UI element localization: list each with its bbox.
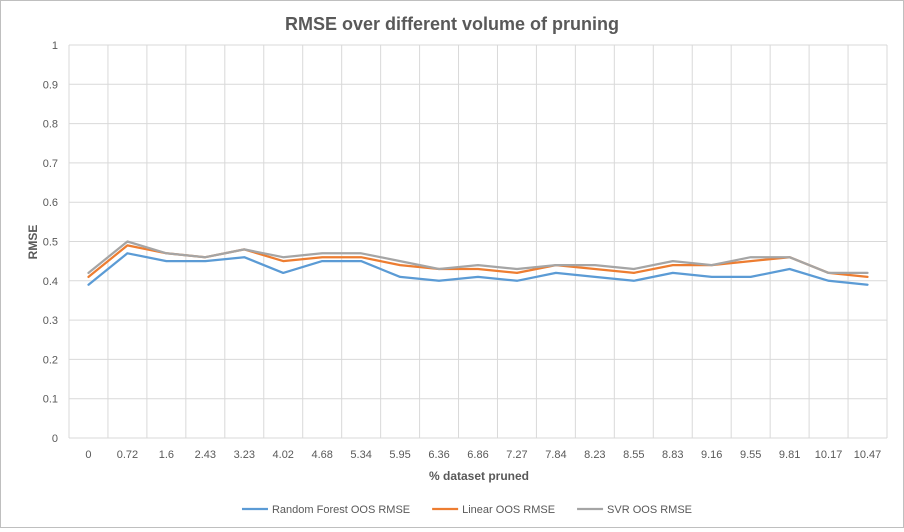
y-tick-label: 0.5 [43, 237, 58, 249]
series-line-1 [87, 252, 869, 286]
legend: Random Forest OOS RMSE Linear OOS RMSE SVR… [241, 504, 692, 516]
y-tick-label: 0.7 [43, 158, 58, 170]
x-tick-label: 6.86 [467, 449, 488, 461]
legend-label-1: Random Forest OOS RMSE [272, 504, 410, 516]
y-tick-label: 1 [52, 40, 58, 52]
y-axis-title: RMSE [26, 225, 40, 260]
x-tick-label: 3.23 [234, 449, 255, 461]
x-tick-label: 7.27 [506, 449, 527, 461]
x-tick-label: 4.02 [273, 449, 294, 461]
chart-title: RMSE over different volume of pruning [285, 14, 619, 34]
legend-label-2: Linear OOS RMSE [462, 504, 555, 516]
x-tick-label: 8.83 [662, 449, 683, 461]
x-tick-label: 1.6 [159, 449, 174, 461]
x-tick-label: 10.17 [815, 449, 843, 461]
x-tick-label: 6.36 [428, 449, 449, 461]
x-tick-label: 2.43 [195, 449, 216, 461]
y-tick-label: 0.2 [43, 354, 58, 366]
y-tick-label: 0.1 [43, 394, 58, 406]
x-tick-label: 7.84 [545, 449, 566, 461]
y-tick-label: 0.3 [43, 315, 58, 327]
series-layer [87, 240, 869, 286]
x-tick-label: 9.16 [701, 449, 722, 461]
x-tick-label: 8.55 [623, 449, 644, 461]
y-tick-label: 0.9 [43, 79, 58, 91]
axis-layer: 0 0.1 0.2 0.3 0.4 0.5 0.6 0.7 0.8 0.9 1 0 0.72 1.6 2.4… [43, 40, 887, 461]
y-tick-label: 0.6 [43, 197, 58, 209]
x-tick-label: 0 [85, 449, 91, 461]
series-line-3 [87, 240, 869, 275]
x-tick-label: 10.47 [854, 449, 882, 461]
x-tick-label: 5.34 [350, 449, 371, 461]
x-axis-title: % dataset pruned [429, 469, 529, 483]
x-tick-label: 4.68 [311, 449, 332, 461]
x-tick-label: 5.95 [389, 449, 410, 461]
x-tick-label: 9.81 [779, 449, 800, 461]
legend-label-3: SVR OOS RMSE [607, 504, 692, 516]
grid-layer [68, 44, 888, 438]
x-tick-label: 0.72 [117, 449, 138, 461]
y-tick-label: 0 [52, 433, 58, 445]
x-tick-label: 8.23 [584, 449, 605, 461]
y-tick-label: 0.4 [43, 276, 58, 288]
x-tick-label: 9.55 [740, 449, 761, 461]
y-tick-label: 0.8 [43, 119, 58, 131]
